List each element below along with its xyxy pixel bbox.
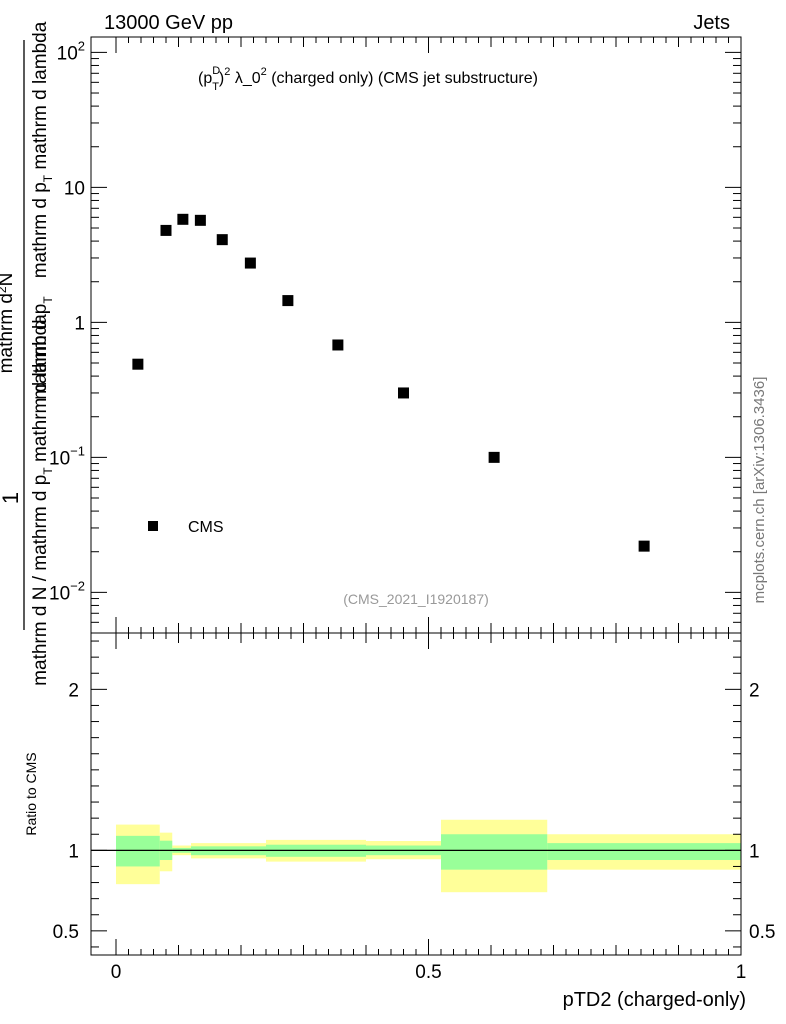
y-tick-label: 10 [64,178,85,199]
ratio-y-axis-label: Ratio to CMS [23,752,39,835]
y-tick-label: 102 [57,38,85,64]
y-label-numerator-3: mathrm d pT [30,296,55,400]
uncertainty-band-inner [547,843,741,861]
main-x-ticks [115,37,742,633]
y-den-b: mathrm d lambda [30,314,51,468]
ratio-y-tick-label-left: 0.5 [53,922,79,943]
source-watermark: mcplots.cern.ch [arXiv:1306.3436] [751,377,768,604]
y-tick-base: 10 [49,448,70,469]
y-den-sub: T [41,467,55,475]
y-tick-exponent: −2 [70,578,85,593]
ratio-y-ticks: 0.5 0.5 1 1 2 2 [53,640,775,948]
y-tick-label: 10−1 [49,443,85,469]
ratio-bands [116,819,741,893]
x-tick-label: 1 [736,962,747,983]
y-num-a: mathrm d [0,293,17,373]
main-y-axis-label: 1 mathrm d2N mathrm d pT mathrm d lambda… [0,21,55,686]
ratio-y-tick-label-right: 2 [749,680,760,701]
main-marks [132,213,650,552]
x-tick-label: 0 [111,962,122,983]
legend: CMS [148,519,224,536]
x-tick-label: 0.5 [415,962,441,983]
data-point-cms [244,257,256,269]
title-sup2b: 2 [261,66,267,78]
y-label-one: 1 [0,492,23,504]
x-axis-label: pTD2 (charged-only) [563,989,746,1011]
ratio-y-tick-label-right: 0.5 [749,922,775,943]
title-tail: (charged only) (CMS jet substructure) [267,70,538,87]
legend-marker-cms [148,521,158,531]
y-label-numerator: mathrm d2N [0,273,17,374]
y-tick-base: 10 [49,583,70,604]
data-point-cms [332,339,344,351]
data-point-cms [216,234,228,246]
energy-label: 13000 GeV pp [104,12,233,34]
title-sub-t: T [212,81,219,93]
title-mid: λ_0 [230,70,260,87]
ratio-y-tick-label-left: 1 [68,841,79,862]
y-tick-exponent: 2 [78,38,85,53]
y-num-sup: 2 [0,286,9,293]
y-num-e: mathrm d lambda [30,21,51,175]
y-label-numerator-2: mathrm d pT mathrm d lambda [30,21,55,278]
data-point-cms [132,358,144,370]
data-point-cms [160,224,172,236]
y-tick-exponent: −1 [70,443,85,458]
y-num-b: N [0,273,17,287]
y-tick-label: 1 [74,313,85,334]
data-point-cms [398,387,409,399]
y-tick-label: 10−2 [49,578,85,604]
ratio-panel: 0.5 0.51 12 2 0 0.5 1 Ratio to CMS pTD2 (char… [23,632,775,1011]
uncertainty-band-inner [441,834,548,870]
data-point-cms [488,451,500,463]
data-point-cms [638,540,650,552]
process-label: Jets [693,12,730,34]
ratio-y-tick-label-left: 2 [68,680,79,701]
y-num-sub2: T [41,296,55,304]
ratio-frame [90,632,742,956]
y-num-sub: T [41,174,55,182]
data-point-cms [177,213,189,225]
y-num-d: mathrm d p [30,304,51,400]
plot-title: (pD T)2 λ_02 (charged only) (CMS jet subs… [198,65,538,93]
title-sup-d: D [212,65,220,77]
data-point-cms [194,214,206,226]
y-label-denominator: mathrm d N / mathrm d pT mathrm d lambda [30,314,55,686]
title-p: (p [198,70,212,87]
title-sup2a: 2 [224,66,230,78]
y-tick-base: 10 [57,43,78,64]
y-num-c: mathrm d p [30,182,51,278]
ratio-y-tick-label-right: 1 [749,841,760,862]
y-den-a: mathrm d N / mathrm d p [30,475,51,686]
uncertainty-band-inner [116,835,160,867]
analysis-id: (CMS_2021_I1920187) [343,591,489,607]
legend-label-cms: CMS [188,519,224,536]
data-point-cms [282,295,294,307]
title-close: ) [219,70,224,87]
ratio-x-ticks: 0 0.5 1 [111,633,747,983]
